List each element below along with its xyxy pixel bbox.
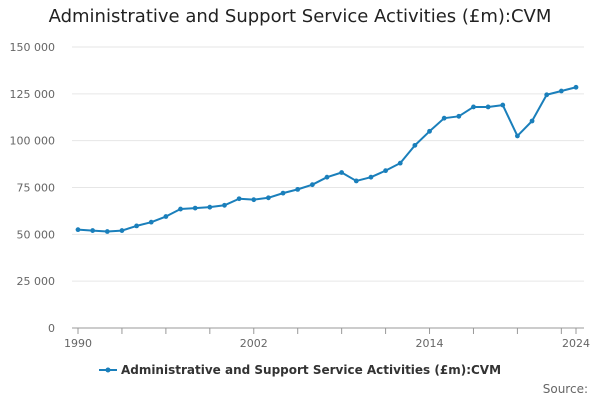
y-tick-label: 100 000	[10, 135, 56, 148]
data-point	[207, 204, 213, 210]
legend[interactable]: Administrative and Support Service Activ…	[0, 363, 600, 377]
data-point	[90, 228, 96, 233]
data-point	[558, 88, 564, 94]
y-tick-label: 0	[48, 322, 55, 335]
x-tick-label: 2014	[416, 337, 444, 350]
data-point	[251, 197, 257, 203]
x-axis-tick-labels: 1990 2002 2014 2024	[64, 337, 590, 350]
data-point	[441, 115, 447, 121]
series-line	[77, 86, 577, 233]
data-point	[295, 186, 301, 192]
y-axis-tick-labels: 0 25 000 50 000 75 000 100 000 125 000 150 000	[10, 41, 56, 335]
y-tick-label: 125 000	[10, 88, 56, 101]
data-point	[427, 128, 432, 134]
legend-swatch	[98, 367, 117, 373]
data-point	[148, 219, 154, 225]
y-tick-label: 25 000	[17, 275, 56, 288]
y-tick-label: 150 000	[10, 41, 56, 54]
data-point	[515, 133, 520, 139]
data-point	[573, 84, 579, 90]
series-layer	[75, 84, 579, 234]
data-point	[529, 118, 535, 124]
x-tick-label: 2002	[240, 337, 268, 350]
data-point	[236, 196, 242, 202]
data-point	[456, 113, 462, 119]
grid-lines	[72, 46, 584, 282]
y-tick-label: 50 000	[17, 228, 56, 241]
data-point	[339, 170, 345, 175]
data-point	[163, 214, 169, 219]
data-point	[104, 229, 110, 234]
data-point	[471, 104, 476, 110]
data-point	[324, 174, 330, 180]
data-point	[397, 160, 403, 166]
data-point	[500, 102, 506, 108]
data-point	[75, 227, 81, 233]
data-point	[383, 168, 388, 174]
data-point	[353, 178, 359, 184]
chart-title: Administrative and Support Service Activ…	[48, 6, 552, 27]
data-point	[309, 182, 315, 188]
data-point	[485, 104, 491, 110]
data-point	[266, 195, 271, 201]
data-point	[280, 190, 286, 196]
data-point	[222, 202, 227, 208]
legend-label: Administrative and Support Service Activ…	[120, 363, 502, 377]
source-label: Source:	[542, 382, 588, 396]
x-axis	[72, 327, 584, 334]
data-point	[368, 174, 374, 180]
data-point	[178, 206, 183, 212]
x-tick-label: 2024	[562, 337, 590, 350]
data-point	[412, 142, 418, 148]
data-point	[134, 223, 139, 229]
y-tick-label: 75 000	[17, 182, 56, 195]
data-point	[192, 205, 198, 211]
data-point	[119, 228, 125, 233]
data-point	[544, 92, 550, 98]
x-tick-label: 1990	[64, 337, 92, 350]
